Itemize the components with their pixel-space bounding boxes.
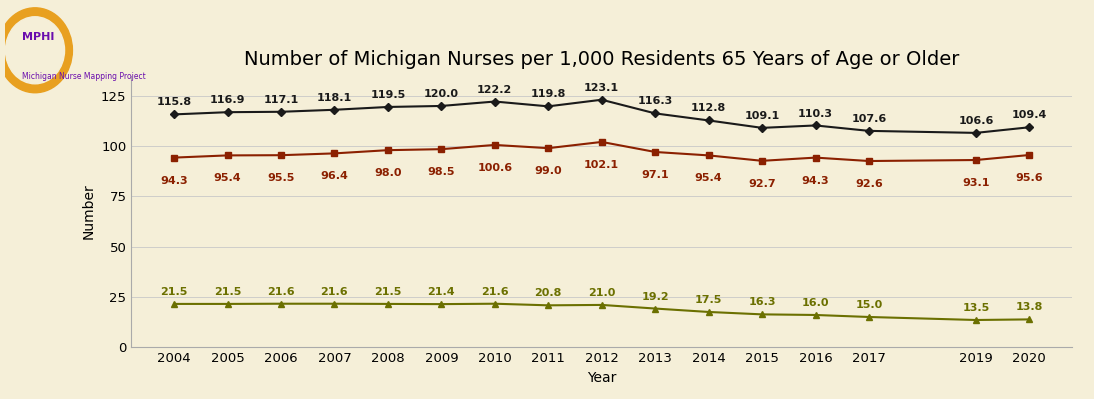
Text: 21.4: 21.4 <box>428 287 455 297</box>
Text: 102.1: 102.1 <box>584 160 619 170</box>
Text: 96.4: 96.4 <box>321 172 348 182</box>
Text: 19.2: 19.2 <box>641 292 668 302</box>
Text: 110.3: 110.3 <box>798 109 833 119</box>
Text: 21.0: 21.0 <box>587 288 616 298</box>
Text: 13.5: 13.5 <box>963 303 989 313</box>
Text: 119.5: 119.5 <box>370 90 406 100</box>
Text: 94.3: 94.3 <box>160 176 188 186</box>
Text: 116.9: 116.9 <box>210 95 245 105</box>
Circle shape <box>0 8 72 93</box>
Text: MPHI: MPHI <box>22 32 55 42</box>
Text: 16.3: 16.3 <box>748 297 776 307</box>
Text: 21.5: 21.5 <box>374 287 401 297</box>
Text: 21.6: 21.6 <box>321 287 348 297</box>
Text: 21.6: 21.6 <box>481 287 509 297</box>
Text: 94.3: 94.3 <box>802 176 829 186</box>
Text: 98.5: 98.5 <box>428 167 455 177</box>
Text: 15.0: 15.0 <box>856 300 883 310</box>
Text: 99.0: 99.0 <box>535 166 562 176</box>
Title: Number of Michigan Nurses per 1,000 Residents 65 Years of Age or Older: Number of Michigan Nurses per 1,000 Resi… <box>244 50 959 69</box>
Text: 95.6: 95.6 <box>1015 173 1044 183</box>
Text: 107.6: 107.6 <box>851 114 886 124</box>
Text: 92.7: 92.7 <box>748 179 776 189</box>
Text: 20.8: 20.8 <box>535 288 562 298</box>
Text: 116.3: 116.3 <box>638 97 673 107</box>
Text: 95.4: 95.4 <box>213 174 242 184</box>
Text: 21.5: 21.5 <box>161 287 188 297</box>
Text: 118.1: 118.1 <box>317 93 352 103</box>
Text: 21.5: 21.5 <box>213 287 241 297</box>
Text: 95.5: 95.5 <box>267 173 294 183</box>
Text: 16.0: 16.0 <box>802 298 829 308</box>
Text: 117.1: 117.1 <box>264 95 299 105</box>
Text: Michigan Nurse Mapping Project: Michigan Nurse Mapping Project <box>22 72 146 81</box>
Text: 95.4: 95.4 <box>695 174 722 184</box>
Text: 120.0: 120.0 <box>423 89 458 99</box>
Text: 92.6: 92.6 <box>856 179 883 189</box>
Text: 109.1: 109.1 <box>744 111 780 121</box>
Text: 97.1: 97.1 <box>641 170 668 180</box>
Text: 112.8: 112.8 <box>691 103 726 113</box>
Text: 123.1: 123.1 <box>584 83 619 93</box>
Y-axis label: Number: Number <box>81 184 95 239</box>
Text: 122.2: 122.2 <box>477 85 512 95</box>
Text: 21.6: 21.6 <box>267 287 294 297</box>
Text: 98.0: 98.0 <box>374 168 401 178</box>
Text: 115.8: 115.8 <box>156 97 191 107</box>
Text: 93.1: 93.1 <box>962 178 990 188</box>
Text: 119.8: 119.8 <box>531 89 566 99</box>
Text: 109.4: 109.4 <box>1012 110 1047 120</box>
Text: 106.6: 106.6 <box>958 116 993 126</box>
Text: 13.8: 13.8 <box>1015 302 1043 312</box>
Circle shape <box>5 17 65 84</box>
Text: 100.6: 100.6 <box>477 163 512 173</box>
X-axis label: Year: Year <box>587 371 616 385</box>
Text: 17.5: 17.5 <box>695 295 722 305</box>
